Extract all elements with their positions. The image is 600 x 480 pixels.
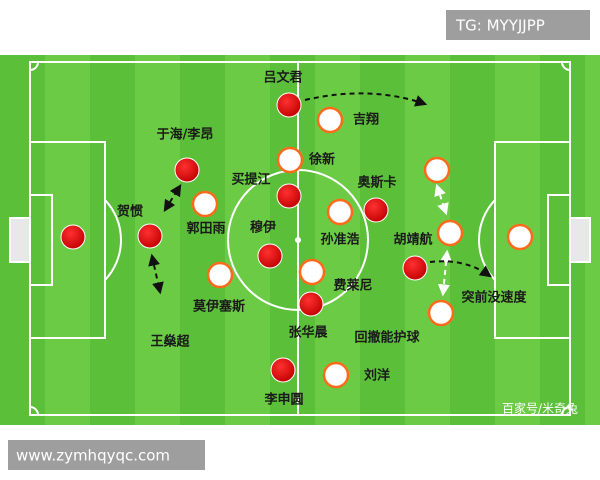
player-label: 莫伊塞斯 [192,299,245,315]
url-box [8,440,205,470]
white-player [326,198,354,226]
tag-box [446,10,590,40]
white-player [206,261,234,289]
player-label: 买提江 [231,172,270,188]
red-player [60,224,86,250]
player-label: 郭田雨 [186,221,225,237]
red-player [276,183,302,209]
player-label: 费莱尼 [333,278,372,294]
player-label: 李申圆 [263,392,303,408]
white-player [191,190,219,218]
player-label: 吕文君 [263,70,302,86]
player-label: 刘洋 [364,368,390,384]
tag: TG: MYYJJPP [455,17,545,35]
white-player [423,156,451,184]
red-player [298,291,324,317]
player-label: 张华晨 [288,325,328,341]
player-label: 奥斯卡 [357,175,396,191]
white-player [322,361,350,389]
red-player [137,223,163,249]
red-player [402,255,428,281]
players [60,92,534,389]
white-player [427,299,455,327]
credit: 百家号/米奇兔 [502,401,578,416]
red-player [257,243,283,269]
white-player [298,258,326,286]
red-player [174,157,200,183]
white-player [276,146,304,174]
player-label: 孙准浩 [320,232,359,248]
player-label: 回撤能护球 [354,330,420,346]
player-label: 胡靖航 [393,232,432,248]
red-player [270,357,296,383]
white-player [506,223,534,251]
player-label: 徐新 [308,152,335,168]
player-label: 贺惯 [116,204,143,220]
arrows [148,92,492,297]
url: www.zymhqyqc.com [16,447,170,465]
pitch [0,55,600,425]
white-player [436,219,464,247]
player-label: 吉翔 [353,112,379,128]
red-player [363,197,389,223]
player-label: 突前没速度 [461,290,527,306]
player-label: 穆伊 [250,220,276,236]
player-label: 王燊超 [150,334,190,350]
player-label: 于海/李昂 [157,127,214,143]
red-player [276,92,302,118]
white-player [316,106,344,134]
